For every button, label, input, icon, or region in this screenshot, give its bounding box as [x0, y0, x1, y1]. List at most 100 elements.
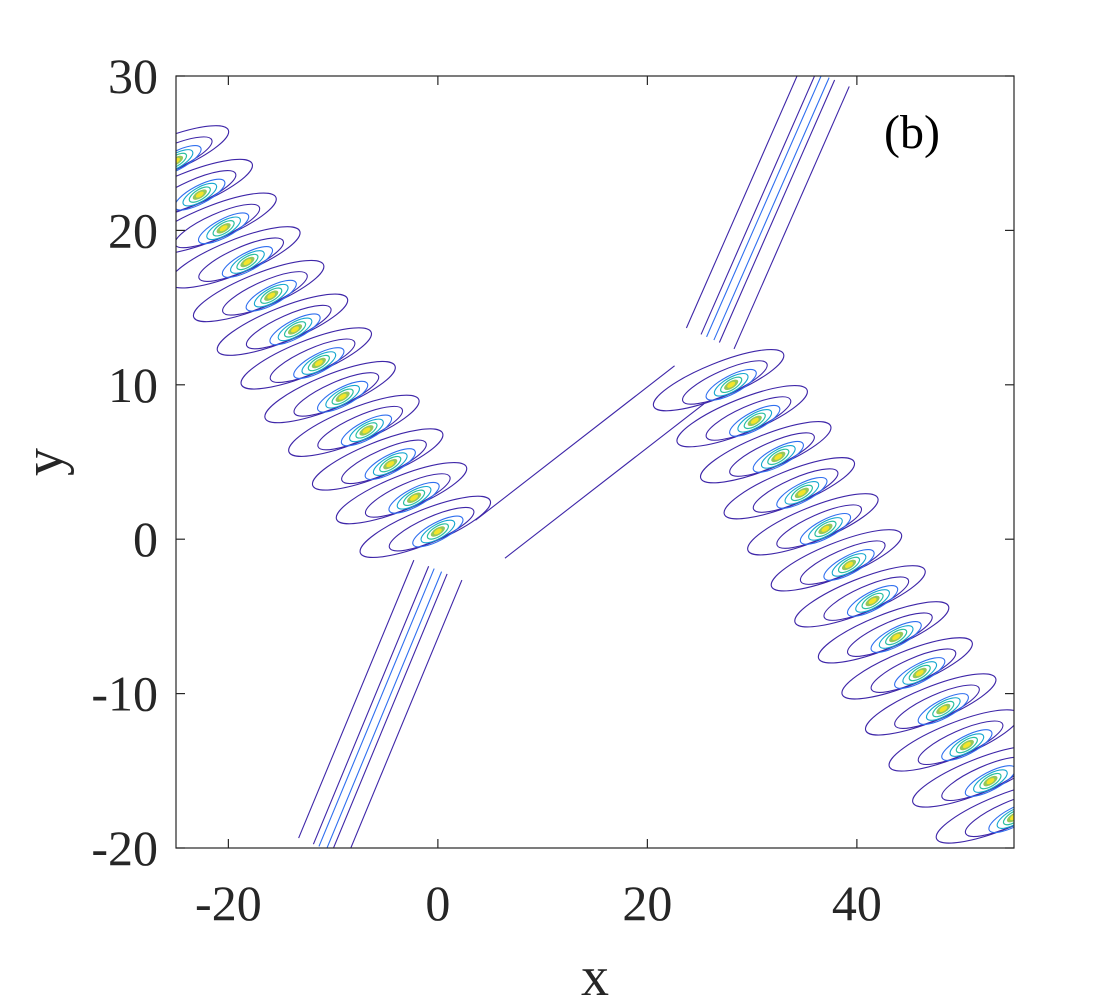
- chain-1-peak-5-level-3: [831, 553, 867, 577]
- chain-0-peak-11-peak: [433, 528, 442, 535]
- chain-0-peak-7-level-2: [317, 380, 369, 413]
- chain-0-peak-8-level-4: [355, 422, 378, 439]
- chain-0-peak-4-peak: [267, 292, 276, 299]
- chain-0-peak-3-level-3: [230, 250, 265, 274]
- chain-0-peak-11-level-4: [426, 523, 449, 540]
- chain-1-peak-0-level-2: [705, 368, 757, 401]
- chain-1-peak-8-level-4: [908, 664, 931, 682]
- chain-0-peak-8-level-0: [288, 394, 420, 457]
- chain-0-peak-0-level-3: [176, 149, 194, 173]
- chain-0-peak-5-level-3: [277, 317, 313, 342]
- chain-0-peak-7-peak: [338, 393, 347, 400]
- chain-1-peak-5-level-4: [837, 556, 861, 574]
- soliton-2-level-1: [700, 76, 816, 335]
- chain-0-peak-0-level-1: [176, 136, 213, 181]
- chain-1-peak-8-peak: [915, 669, 924, 677]
- chain-1-peak-10-level-4: [955, 736, 978, 754]
- chain-0-peak-1-peak: [195, 191, 204, 198]
- soliton-4-level-0: [475, 365, 675, 521]
- chain-1-peak-0-level-3: [713, 372, 749, 397]
- y-tick-label-1: -10: [91, 666, 158, 722]
- chain-0-peak-1-level-3: [182, 182, 218, 207]
- chain-0-peak-3-level-2: [221, 246, 274, 278]
- chain-0-peak-5-level-2: [269, 313, 321, 346]
- chain-1-peak-8-level-2: [894, 657, 946, 689]
- chain-0-peak-9-level-0: [311, 428, 444, 491]
- chain-0-peak-8-level-3: [349, 418, 384, 443]
- chain-1-peak-10-level-3: [949, 733, 985, 757]
- chain-0-peak-4-level-4: [260, 287, 283, 304]
- chain-0-peak-3-level-4: [236, 253, 259, 271]
- y-tick-label-3: 10: [108, 357, 158, 413]
- soliton-2-level-4: [718, 79, 836, 343]
- chain-1-peak-3-peak: [797, 489, 806, 496]
- chain-0-peak-2-level-3: [206, 216, 241, 241]
- chain-1-peak-12-level-3: [996, 805, 1014, 829]
- chain-0-peak-0-level-2: [176, 145, 202, 177]
- chain-1-peak-9-level-2: [917, 693, 969, 725]
- chain-1-peak-12-level-2: [988, 801, 1014, 834]
- y-tick-label-5: 30: [108, 48, 158, 104]
- chain-0-peak-10-level-3: [396, 485, 432, 510]
- chain-1-peak-3-level-2: [776, 476, 828, 509]
- soliton-3-level-4: [312, 566, 430, 845]
- chain-1-peak-11-level-3: [973, 769, 1008, 793]
- chain-0-peak-5-peak: [291, 326, 300, 333]
- y-tick-label-4: 20: [108, 202, 158, 258]
- chain-0-peak-4-level-3: [253, 283, 289, 308]
- chain-1-peak-1-level-3: [737, 409, 773, 433]
- chain-1-peak-1-peak: [750, 417, 759, 424]
- chain-0-peak-0-level-0: [176, 125, 230, 188]
- chain-1-peak-4-level-3: [808, 517, 843, 541]
- chain-0-peak-9-peak: [386, 461, 395, 468]
- chain-1-peak-11-peak: [986, 778, 995, 785]
- soliton-2-level-5: [733, 86, 850, 350]
- chain-0-peak-2-level-4: [212, 220, 235, 237]
- chain-0-peak-6-peak: [314, 360, 323, 367]
- x-tick-label-2: 20: [622, 875, 672, 931]
- chain-1-peak-8-level-3: [902, 661, 938, 685]
- chain-0-peak-8-level-2: [340, 414, 393, 447]
- chain-1-peak-10-peak: [962, 742, 971, 749]
- chain-0-peak-2-peak: [219, 225, 228, 232]
- axis-ticks: [176, 75, 1014, 849]
- contour-lines: [176, 76, 1014, 848]
- chain-1-peak-2-level-3: [760, 445, 796, 469]
- y-tick-label-0: -20: [91, 820, 158, 876]
- chain-1-peak-11-level-2: [964, 765, 1014, 798]
- chain-0-peak-10-level-4: [402, 489, 426, 507]
- chain-1-peak-0-level-4: [720, 376, 743, 394]
- chain-0-peak-3-level-0: [176, 226, 301, 289]
- chain-0-peak-8-peak: [362, 427, 371, 434]
- soliton-3-level-0: [350, 579, 463, 848]
- chain-1-peak-4-level-4: [814, 520, 837, 538]
- chain-0-peak-10-level-2: [388, 481, 440, 514]
- soliton-4-level-1: [504, 403, 705, 559]
- chain-1-peak-2-peak: [774, 453, 783, 460]
- x-tick-label-1: 0: [425, 875, 450, 931]
- x-tick-labels: -20 0 20 40: [195, 875, 882, 931]
- chain-0-peak-5-level-4: [283, 321, 307, 338]
- chain-0-peak-6-level-3: [301, 351, 337, 375]
- chain-1-peak-3-level-3: [784, 481, 820, 505]
- plot-frame: [175, 75, 1015, 849]
- chain-0-peak-7-level-0: [264, 360, 396, 424]
- chain-1-peak-1-level-4: [743, 412, 766, 430]
- chain-0-peak-5-level-0: [216, 293, 349, 356]
- chain-0-peak-1-level-2: [176, 178, 226, 211]
- chain-1-peak-6-peak: [868, 597, 877, 604]
- chain-0-peak-10-peak: [410, 494, 419, 501]
- chain-0-peak-9-level-4: [379, 455, 402, 473]
- chain-1-peak-12-level-4: [1002, 808, 1014, 826]
- chain-1-peak-7-level-3: [878, 625, 914, 649]
- chain-1-peak-3-level-4: [790, 484, 813, 502]
- y-tick-labels: -20 -10 0 10 20 30: [91, 48, 158, 876]
- chain-1-peak-6-level-3: [855, 589, 890, 613]
- chain-1-peak-7-level-2: [870, 621, 922, 653]
- chain-0-peak-6-level-0: [240, 327, 373, 390]
- x-tick-label-3: 40: [832, 875, 882, 931]
- chain-1-peak-2-level-2: [752, 440, 804, 473]
- soliton-2-level-0: [685, 76, 798, 329]
- chain-1-peak-6-level-4: [861, 592, 884, 610]
